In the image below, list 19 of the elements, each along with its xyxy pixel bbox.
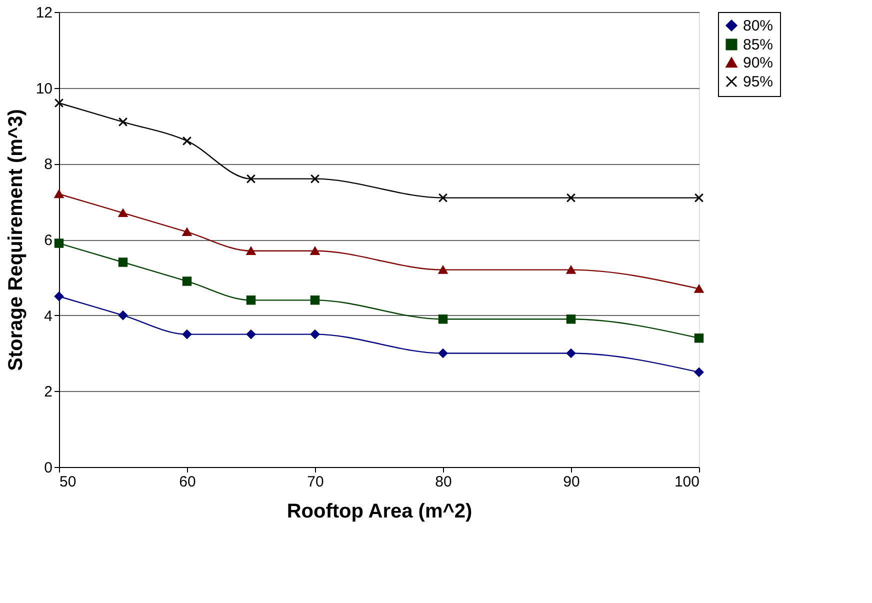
x-tick-label: 100 xyxy=(674,474,700,490)
y-axis-title: Storage Requirement (m^3) xyxy=(4,109,27,371)
y-tick-label: 0 xyxy=(44,460,52,476)
y-tick-label: 6 xyxy=(44,232,52,249)
legend-label: 85% xyxy=(743,36,774,54)
y-tick-label: 10 xyxy=(36,80,52,98)
legend-label: 80% xyxy=(743,18,774,34)
legend-label: 90% xyxy=(743,54,774,72)
y-tick-label: 8 xyxy=(44,156,52,174)
x-axis-title: Rooftop Area (m^2) xyxy=(286,500,472,522)
x-tick-label: 50 xyxy=(60,474,76,490)
legend-label: 95% xyxy=(743,74,774,90)
y-tick-label: 12 xyxy=(36,4,52,22)
x-tick-label: 60 xyxy=(179,474,196,490)
x-tick-label: 90 xyxy=(563,474,580,490)
x-tick-label: 70 xyxy=(307,474,324,490)
x-tick-label: 80 xyxy=(435,474,452,490)
y-tick-label: 2 xyxy=(44,384,52,401)
y-tick-label: 4 xyxy=(44,308,52,325)
